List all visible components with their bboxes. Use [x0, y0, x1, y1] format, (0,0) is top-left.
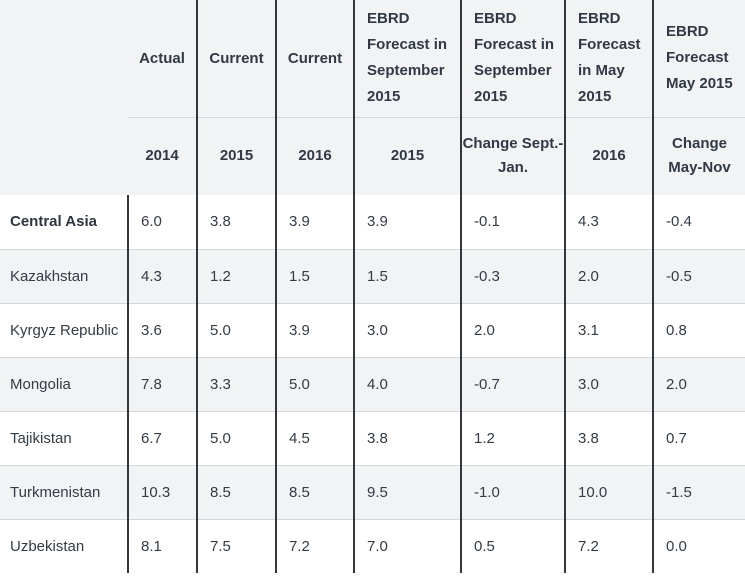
data-cell: 3.6 [127, 303, 197, 358]
data-cell: 1.2 [196, 249, 276, 304]
data-cell: 7.2 [564, 519, 653, 573]
data-cell: 3.8 [353, 411, 461, 466]
data-cell: 5.0 [196, 411, 276, 466]
data-cell: 9.5 [353, 465, 461, 520]
data-cell: 3.9 [275, 195, 354, 250]
corner-header-cell [0, 0, 128, 195]
data-cell: 10.0 [564, 465, 653, 520]
header-group-row: Actual Current Current EBRD Forecast in … [0, 0, 745, 195]
row-label: Turkmenistan [0, 465, 128, 520]
data-cell: 7.0 [353, 519, 461, 573]
data-cell: 5.0 [275, 357, 354, 412]
subheader-2016: 2016 [275, 117, 354, 195]
table-row-mongolia: Mongolia 7.8 3.3 5.0 4.0 -0.7 3.0 2.0 [0, 357, 745, 412]
data-cell: -1.5 [652, 465, 745, 520]
data-cell: 3.8 [196, 195, 276, 250]
data-cell: 0.5 [460, 519, 565, 573]
data-cell: -0.7 [460, 357, 565, 412]
data-cell: 2.0 [460, 303, 565, 358]
data-cell: 4.0 [353, 357, 461, 412]
table-row-central-asia: Central Asia 6.0 3.8 3.9 3.9 -0.1 4.3 -0… [0, 195, 745, 250]
table-row-turkmenistan: Turkmenistan 10.3 8.5 8.5 9.5 -1.0 10.0 … [0, 465, 745, 520]
table-body: Central Asia 6.0 3.8 3.9 3.9 -0.1 4.3 -0… [0, 195, 745, 573]
data-cell: -0.3 [460, 249, 565, 304]
data-cell: 2.0 [652, 357, 745, 412]
data-cell: -1.0 [460, 465, 565, 520]
header-ebrd-forecast-may-2015: EBRD Forecast in May 2015 [564, 0, 653, 118]
table-row-kyrgyz-republic: Kyrgyz Republic 3.6 5.0 3.9 3.0 2.0 3.1 … [0, 303, 745, 358]
data-cell: -0.1 [460, 195, 565, 250]
data-cell: 7.8 [127, 357, 197, 412]
data-cell: 6.0 [127, 195, 197, 250]
data-cell: 2.0 [564, 249, 653, 304]
data-cell: 3.0 [564, 357, 653, 412]
table-row-tajikistan: Tajikistan 6.7 5.0 4.5 3.8 1.2 3.8 0.7 [0, 411, 745, 466]
header-actual: Actual [128, 0, 197, 118]
data-cell: 4.3 [127, 249, 197, 304]
subheader-change-may-nov: Change May-Nov [652, 117, 745, 195]
header-sub-row: 2014 2015 2016 2015 Change Sept.-Jan. 20… [0, 117, 745, 195]
subheader-2015: 2015 [196, 117, 276, 195]
header-ebrd-forecast-september-2015-change: EBRD Forecast in September 2015 [460, 0, 565, 118]
data-cell: 8.5 [196, 465, 276, 520]
data-cell: 7.5 [196, 519, 276, 573]
subheader-change-sept-jan: Change Sept.-Jan. [460, 117, 565, 195]
data-cell: 0.0 [652, 519, 745, 573]
row-label: Kazakhstan [0, 249, 128, 304]
table-row-uzbekistan: Uzbekistan 8.1 7.5 7.2 7.0 0.5 7.2 0.0 [0, 519, 745, 573]
row-label: Uzbekistan [10, 537, 85, 555]
data-cell: 3.1 [564, 303, 653, 358]
data-cell: 8.5 [275, 465, 354, 520]
row-label: Kyrgyz Republic [0, 303, 128, 358]
data-cell: 4.3 [564, 195, 653, 250]
table-header: Actual Current Current EBRD Forecast in … [0, 0, 745, 195]
data-cell: 5.0 [196, 303, 276, 358]
data-cell: 1.2 [460, 411, 565, 466]
header-ebrd-forecast-september-2015: EBRD Forecast in September 2015 [353, 0, 461, 118]
subheader-forecast-2016: 2016 [564, 117, 653, 195]
data-cell: 3.0 [353, 303, 461, 358]
data-cell: -0.5 [652, 249, 745, 304]
table-row-kazakhstan: Kazakhstan 4.3 1.2 1.5 1.5 -0.3 2.0 -0.5 [0, 249, 745, 304]
header-current-2016: Current [275, 0, 354, 118]
subheader-forecast-2015: 2015 [353, 117, 461, 195]
data-cell: 8.1 [127, 519, 197, 573]
row-label: Mongolia [0, 357, 128, 412]
data-cell: 3.8 [564, 411, 653, 466]
data-cell: 0.8 [652, 303, 745, 358]
data-cell: 4.5 [275, 411, 354, 466]
data-cell: 3.3 [196, 357, 276, 412]
header-ebrd-forecast-may-2015-change: EBRD Forecast May 2015 [652, 0, 745, 118]
data-cell: 3.9 [353, 195, 461, 250]
data-cell: 1.5 [275, 249, 354, 304]
header-current-2015: Current [196, 0, 276, 118]
data-cell: 0.7 [652, 411, 745, 466]
row-label: Central Asia [0, 195, 128, 250]
data-cell: -0.4 [652, 195, 745, 250]
data-cell: 7.2 [275, 519, 354, 573]
data-cell: 1.5 [353, 249, 461, 304]
data-cell: 3.9 [275, 303, 354, 358]
data-cell: 6.7 [127, 411, 197, 466]
row-label: Tajikistan [0, 411, 128, 466]
data-cell: 10.3 [127, 465, 197, 520]
subheader-2014: 2014 [128, 117, 197, 195]
